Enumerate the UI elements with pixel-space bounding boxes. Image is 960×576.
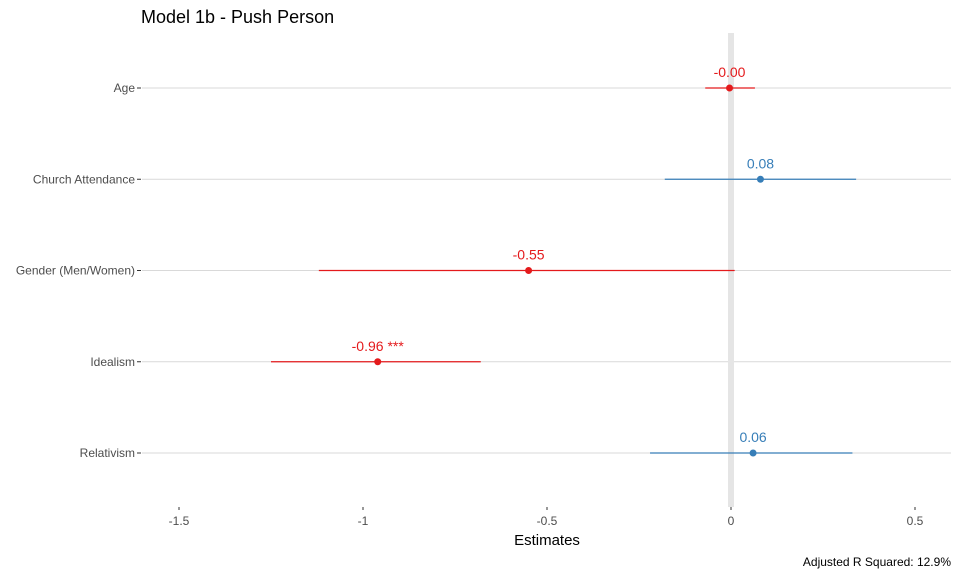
- x-tick-label-1: -1: [358, 514, 369, 528]
- estimate-point-0: [726, 84, 734, 92]
- category-label: Idealism: [90, 355, 135, 369]
- estimate-label: 0.08: [747, 155, 774, 171]
- category-label: Church Attendance: [33, 172, 135, 186]
- x-tick-label-4: 0.5: [907, 514, 924, 528]
- category-label: Relativism: [80, 446, 135, 460]
- estimate-point-2: [525, 267, 533, 274]
- category-label: Age: [114, 81, 136, 95]
- y-axis: Age Church Attendance Gender (Men/Women) Id…: [16, 81, 141, 460]
- x-tick-label-0: -1.5: [169, 514, 190, 528]
- x-axis-title: Estimates: [514, 532, 580, 549]
- x-axis: -1.5 -1 -0.5 0 0.5: [169, 507, 924, 528]
- estimate-point-3: [374, 358, 382, 366]
- estimate-label: 0.06: [739, 429, 766, 445]
- chart-title: Model 1b - Push Person: [141, 7, 334, 27]
- caption-r-squared: Adjusted R Squared: 12.9%: [803, 555, 951, 569]
- category-label: Gender (Men/Women): [16, 264, 135, 278]
- estimate-label: -0.55: [513, 247, 545, 263]
- marks-layer: -0.00 0.08 -0.55 -0.96 *** 0.06: [271, 64, 857, 457]
- estimate-label: -0.96 ***: [352, 338, 405, 354]
- x-tick-label-2: -0.5: [537, 514, 558, 528]
- estimate-label: -0.00: [714, 64, 746, 80]
- estimate-point-4: [749, 449, 757, 457]
- x-tick-label-3: 0: [728, 514, 735, 528]
- estimate-point-1: [756, 175, 764, 183]
